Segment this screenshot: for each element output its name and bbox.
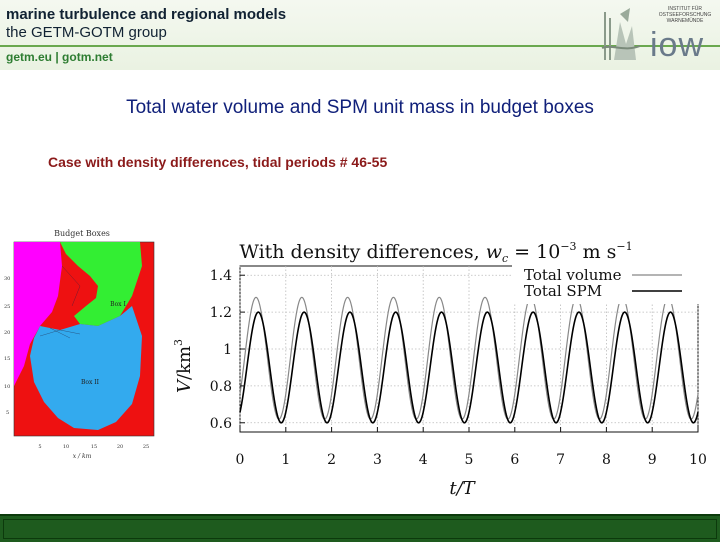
legend-label-volume: Total volume [524,266,622,284]
map-xtick: 15 [91,444,97,450]
map-box2-label: Box I [110,301,126,308]
footer-bar [0,514,720,542]
map-box1-area [30,306,142,430]
chart-xlabel: t/T [449,478,476,499]
iow-logo-icon [601,8,641,60]
map-title: Budget Boxes [54,229,110,238]
chart-container: 0 1 2 3 4 5 6 7 8 9 10 0.6 0.8 1 1.2 1.4 With density d… [172,226,720,510]
y-tick-label: 1.2 [210,305,232,321]
chart-title: With density differences, wc = 10−3 m s−… [239,240,632,265]
map-xtick: 10 [63,444,69,450]
x-tick-label: 0 [236,452,245,468]
map-xlabel: x / km [73,453,92,460]
chart-ylabel: V/km3 [172,339,195,393]
map-xtick: 5 [38,444,41,450]
map-box2-area [60,242,142,326]
x-tick-label: 3 [373,452,382,468]
map-ytick: 30 [4,276,10,282]
y-tick-label: 1.4 [210,268,232,284]
logo-caption: INSTITUT FÜR OSTSEEFORSCHUNG WARNEMÜNDE [658,6,712,24]
header-links[interactable]: getm.eu | gotm.net [6,50,113,64]
slide-subtitle: Case with density differences, tidal per… [48,154,388,170]
x-tick-label: 2 [327,452,336,468]
y-tick-label: 0.8 [210,379,232,395]
chart-legend: Total volume Total SPM [512,264,702,304]
series-line-spm [239,311,699,424]
map-xtick: 20 [117,444,123,450]
map-box1-label: Box II [81,379,100,386]
header-divider [0,45,720,47]
map-ytick: 20 [4,330,10,336]
x-tick-label: 9 [648,452,657,468]
x-tick-label: 5 [465,452,474,468]
volume-spm-chart: 0 1 2 3 4 5 6 7 8 9 10 0.6 0.8 1 1.2 1.4 With density d… [172,240,707,499]
map-xtick: 25 [143,444,149,450]
x-tick-label: 1 [281,452,290,468]
header-subtitle: the GETM-GOTM group [6,24,167,41]
legend-label-spm: Total SPM [524,282,602,300]
x-tick-label: 10 [689,452,707,468]
map-ytick: 10 [4,384,10,390]
x-tick-label: 4 [419,452,428,468]
x-tick-label: 8 [602,452,611,468]
footer-frame [3,519,717,539]
map-ytick: 25 [4,304,10,310]
y-tick-label: 0.6 [210,416,232,432]
map-ytick: 15 [4,356,10,362]
x-tick-label: 6 [510,452,519,468]
map-land-area [14,242,62,386]
map-ytick: 5 [6,410,9,416]
y-tick-label: 1 [223,342,232,358]
logo-word: iow [650,26,705,64]
budget-boxes-map: Budget Boxes Box I Box II 30 25 20 15 10… [0,226,165,462]
x-tick-label: 7 [556,452,565,468]
header-banner: marine turbulence and regional models th… [0,0,720,70]
slide-title: Total water volume and SPM unit mass in … [126,97,594,118]
header-title: marine turbulence and regional models [6,6,287,23]
